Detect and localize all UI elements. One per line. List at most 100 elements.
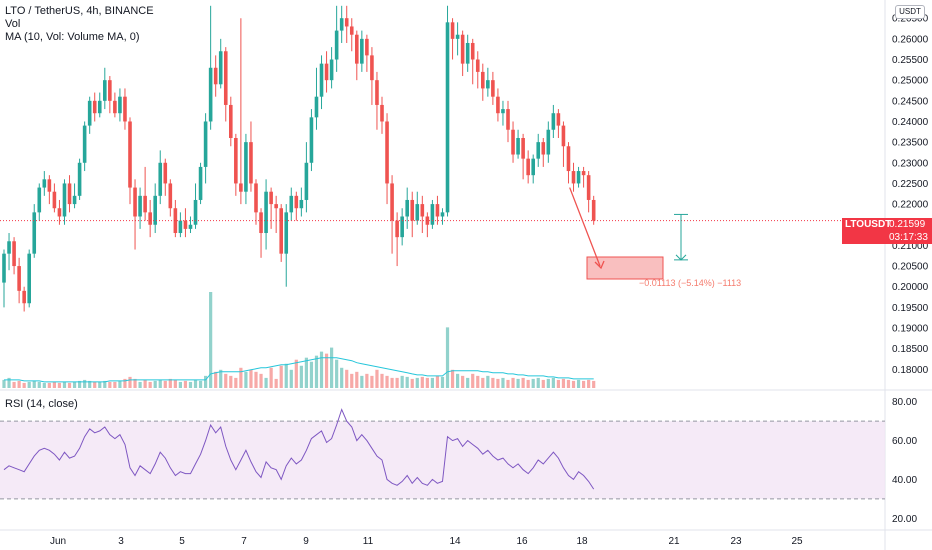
- candle-body: [546, 129, 551, 155]
- candle-body: [511, 129, 515, 155]
- candle-body: [521, 138, 525, 159]
- volume-bar: [481, 377, 485, 388]
- price-tick-label: 0.25000: [892, 76, 929, 87]
- volume-bar: [204, 375, 208, 388]
- time-tick-label: 14: [449, 536, 461, 547]
- volume-bar: [289, 369, 293, 388]
- volume-bar: [88, 380, 92, 388]
- candle-body: [52, 191, 57, 209]
- candle-body: [284, 212, 289, 254]
- volume-bar: [299, 365, 303, 388]
- candle-body: [475, 59, 480, 72]
- candle-body: [591, 199, 596, 221]
- volume-bar: [294, 359, 298, 388]
- time-tick-label: 23: [730, 536, 742, 547]
- volume-bar: [83, 379, 87, 388]
- volume-bar: [118, 380, 122, 388]
- price-tick-label: 0.23000: [892, 158, 929, 169]
- volume-bar: [148, 381, 152, 388]
- time-tick-label: 5: [179, 536, 185, 547]
- candle-body: [420, 204, 425, 217]
- candle-body: [193, 199, 198, 225]
- candle-body: [103, 80, 107, 101]
- volume-bar: [587, 379, 591, 388]
- volume-bar: [32, 380, 36, 388]
- volume-bar: [571, 380, 576, 388]
- candle-body: [576, 171, 581, 184]
- volume-bar: [78, 380, 82, 388]
- volume-bar: [450, 369, 455, 388]
- time-tick-label: 18: [576, 536, 588, 547]
- candle-body: [32, 212, 37, 254]
- candle-body: [491, 80, 495, 97]
- candle-body: [279, 208, 283, 254]
- time-tick-label: 25: [791, 536, 803, 547]
- candle-body: [72, 195, 77, 205]
- candle-body: [77, 162, 82, 196]
- candle-body: [324, 63, 329, 81]
- volume-bar: [365, 373, 369, 388]
- volume-bar: [355, 371, 359, 388]
- candle-body: [249, 142, 253, 184]
- candle-body: [481, 71, 485, 89]
- time-tick-label: 16: [516, 536, 528, 547]
- candle-body: [334, 30, 339, 60]
- volume-bar: [430, 377, 434, 388]
- candle-body: [163, 162, 168, 184]
- candle-body: [12, 241, 16, 267]
- candle-body: [118, 96, 122, 114]
- volume-bar: [546, 378, 550, 388]
- candle-body: [254, 183, 258, 213]
- currency-badge[interactable]: USDT: [895, 5, 925, 19]
- volume-bar: [415, 377, 419, 388]
- volume-bar: [12, 381, 16, 388]
- volume-bar: [592, 380, 596, 388]
- time-tick-label: 7: [241, 536, 247, 547]
- price-tick-label: 0.22000: [892, 200, 929, 211]
- volume-bar: [345, 369, 349, 388]
- candle-body: [153, 195, 157, 225]
- volume-bar: [350, 373, 354, 388]
- volume-bar: [360, 375, 364, 388]
- candle-body: [541, 142, 546, 155]
- volume-bar: [582, 380, 586, 388]
- candle-body: [37, 187, 42, 213]
- price-tick-label: 0.22500: [892, 179, 929, 190]
- volume-bar: [103, 380, 107, 388]
- candle-body: [571, 171, 576, 184]
- volume-bar: [284, 363, 288, 388]
- rsi-tick-label: 40.00: [892, 475, 917, 486]
- rsi-legend: RSI (14, close): [5, 398, 78, 410]
- candle-body: [133, 187, 137, 217]
- volume-bar: [476, 375, 480, 388]
- volume-bar: [2, 379, 6, 388]
- volume-bar: [456, 373, 460, 388]
- candle-body: [183, 220, 188, 229]
- candle-body: [138, 195, 142, 217]
- volume-bar: [466, 377, 470, 388]
- volume-bar: [471, 373, 475, 388]
- candle-body: [229, 104, 233, 138]
- candle-body: [158, 162, 163, 196]
- candle-body: [319, 63, 324, 97]
- volume-bar: [395, 377, 399, 388]
- candle-body: [87, 100, 92, 126]
- volume-bar: [491, 377, 495, 388]
- chart-title: LTO / TetherUS, 4h, BINANCE: [5, 5, 154, 17]
- price-tick-label: 0.20000: [892, 282, 929, 293]
- volume-bar: [188, 381, 193, 388]
- price-tick-label: 0.19000: [892, 324, 929, 335]
- candle-body: [213, 67, 218, 85]
- candle-body: [329, 59, 334, 81]
- volume-bar: [123, 378, 127, 388]
- volume-bar: [536, 377, 540, 388]
- volume-bar: [133, 378, 137, 388]
- projection-arrow-line: [569, 187, 601, 267]
- volume-bar: [425, 377, 429, 388]
- volume-bar: [72, 381, 77, 388]
- candle-body: [42, 179, 47, 188]
- volume-bar: [254, 371, 258, 388]
- candle-body: [218, 51, 223, 85]
- candle-body: [455, 34, 460, 39]
